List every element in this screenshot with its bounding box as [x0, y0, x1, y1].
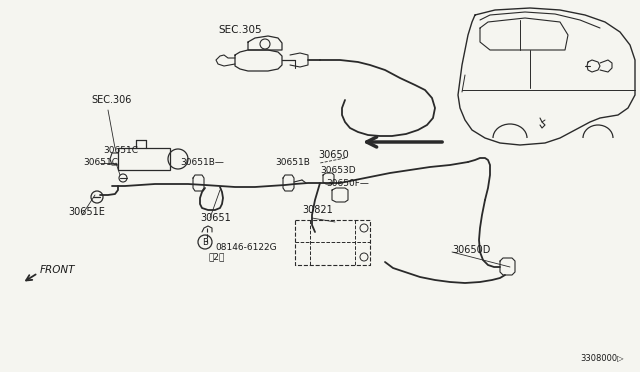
- Text: 30651C: 30651C: [103, 145, 138, 154]
- Text: SEC.305: SEC.305: [218, 25, 262, 35]
- Text: 30651B: 30651B: [275, 157, 310, 167]
- Text: 30650F—: 30650F—: [326, 179, 369, 187]
- Text: SEC.306: SEC.306: [91, 95, 131, 105]
- Text: FRONT: FRONT: [40, 265, 76, 275]
- Text: 30650: 30650: [318, 150, 349, 160]
- Text: （2）: （2）: [209, 253, 225, 262]
- Text: 08146-6122G: 08146-6122G: [215, 244, 276, 253]
- Text: 30651E: 30651E: [68, 207, 105, 217]
- Text: B: B: [202, 237, 208, 247]
- Text: 30821: 30821: [302, 205, 333, 215]
- Text: 30650D: 30650D: [452, 245, 490, 255]
- Text: 30653D: 30653D: [320, 166, 356, 174]
- Text: 30651C: 30651C: [83, 157, 118, 167]
- Text: 3308000▷: 3308000▷: [580, 353, 623, 362]
- Text: 30651: 30651: [200, 213, 231, 223]
- Bar: [118, 148, 170, 170]
- Text: 30651B—: 30651B—: [180, 157, 224, 167]
